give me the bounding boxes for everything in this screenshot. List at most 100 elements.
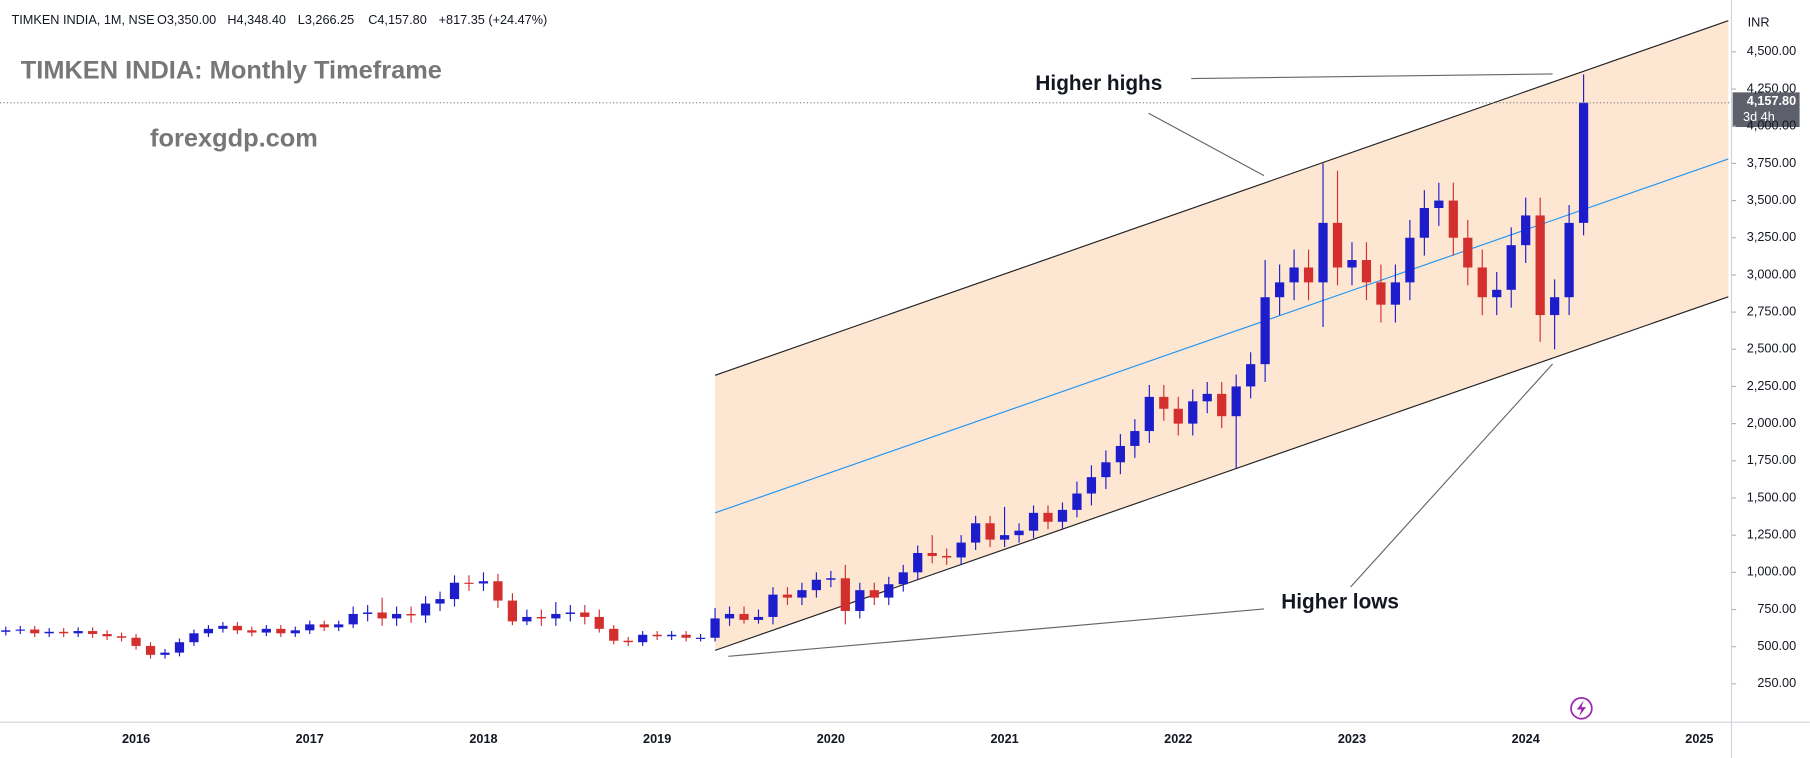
candle-body — [594, 616, 604, 629]
candle-body — [551, 613, 561, 619]
candle-body — [1086, 477, 1097, 494]
candle-body — [1521, 215, 1531, 246]
candle-body — [160, 652, 170, 655]
candle-body — [203, 628, 214, 634]
candle-body — [1376, 282, 1386, 305]
candle-body — [971, 523, 981, 543]
candle-body — [1550, 297, 1560, 316]
pointer-line — [1148, 112, 1265, 177]
ohlc-open: O3,350.00 — [157, 13, 216, 27]
candle-body — [1188, 401, 1198, 424]
candle-body — [30, 629, 40, 634]
candle-body — [1130, 431, 1140, 446]
candle-body — [1043, 512, 1053, 522]
candle-body — [999, 535, 1010, 540]
candle-body — [59, 631, 69, 634]
ohlc-low: L3,266.25 — [298, 13, 354, 27]
candle-body — [1289, 267, 1299, 283]
candle-body — [956, 542, 966, 558]
candle-body — [1448, 200, 1458, 238]
candle-body — [927, 552, 937, 556]
y-tick-label: 1,000.00 — [1747, 565, 1796, 579]
candle-body — [1, 630, 11, 632]
candle-body — [1217, 393, 1227, 417]
candle-body — [1361, 260, 1372, 283]
candle-body — [189, 633, 199, 643]
candle-body — [840, 578, 850, 611]
candle-body — [290, 630, 300, 634]
candle-body — [1159, 396, 1169, 409]
ohlc-high: H4,348.40 — [227, 13, 286, 27]
candle-body — [638, 634, 648, 643]
candle-body — [942, 555, 952, 558]
y-tick-label: 250.00 — [1757, 676, 1796, 690]
annotation: Higher highs — [1035, 72, 1162, 95]
candle-body — [145, 645, 156, 655]
candle-body — [855, 590, 865, 611]
candle-body — [1101, 462, 1111, 478]
candle-body — [623, 640, 633, 643]
candle-body — [797, 590, 807, 598]
price-tag-label: 4,157.80 — [1747, 94, 1796, 108]
candle-body — [218, 625, 228, 629]
candle-body — [15, 629, 25, 631]
candle-body — [1492, 289, 1502, 298]
candle-body — [681, 634, 691, 638]
y-tick-label: 3,500.00 — [1747, 193, 1796, 207]
candle-body — [1434, 200, 1444, 209]
candle-body — [826, 578, 836, 580]
candle-body — [420, 603, 431, 616]
y-tick-label: 4,000.00 — [1747, 119, 1796, 133]
y-tick-label: 4,250.00 — [1747, 81, 1796, 95]
candle-body — [464, 582, 474, 584]
candle-body — [536, 616, 546, 619]
candle-body — [869, 590, 879, 598]
candle-body — [1115, 445, 1125, 463]
candle-body — [1332, 222, 1343, 268]
candle-body — [1072, 493, 1082, 510]
candle-body — [1390, 282, 1401, 305]
candle-body — [1028, 512, 1039, 531]
candle-body — [88, 631, 98, 635]
candle-body — [1202, 393, 1212, 402]
candle-body — [377, 612, 387, 619]
x-tick-label: 2016 — [122, 732, 150, 746]
pointer-line — [728, 608, 1265, 657]
candle-body — [884, 584, 894, 598]
candle-body — [1477, 267, 1487, 298]
candle-body — [913, 552, 923, 573]
candle-body — [319, 624, 329, 628]
y-tick-label: 3,250.00 — [1747, 230, 1796, 244]
y-tick-label: 1,750.00 — [1747, 453, 1796, 467]
plot-area — [1, 20, 1729, 659]
alert-icon-bolt — [1576, 700, 1587, 717]
y-tick-label: 3,000.00 — [1747, 267, 1796, 281]
candle-body — [1231, 386, 1241, 417]
y-tick-label: 3,750.00 — [1747, 156, 1796, 170]
candle-body — [1564, 222, 1574, 298]
candle-body — [1535, 215, 1545, 316]
ohlc-change: +817.35 (+24.47%) — [439, 13, 548, 27]
y-tick-label: 4,500.00 — [1747, 44, 1796, 58]
channel-upper — [714, 20, 1729, 376]
candle-body — [435, 599, 445, 604]
candle-body — [261, 628, 271, 633]
candle-body — [522, 616, 532, 622]
candle-body — [753, 616, 764, 620]
candle-body — [305, 624, 315, 631]
candle-body — [898, 572, 908, 585]
candle-body — [232, 625, 242, 631]
candle-body — [811, 579, 822, 591]
alert-icon[interactable] — [1570, 697, 1593, 720]
candle-body — [652, 634, 662, 637]
candle-body — [449, 582, 460, 600]
candle-body — [1274, 282, 1285, 298]
candle-body — [478, 581, 489, 584]
candle-body — [391, 613, 402, 619]
candle-body — [116, 636, 127, 638]
candle-body — [348, 613, 358, 625]
x-tick-label: 2019 — [643, 732, 671, 746]
candle-body — [1173, 408, 1183, 424]
candle-body — [768, 594, 778, 617]
